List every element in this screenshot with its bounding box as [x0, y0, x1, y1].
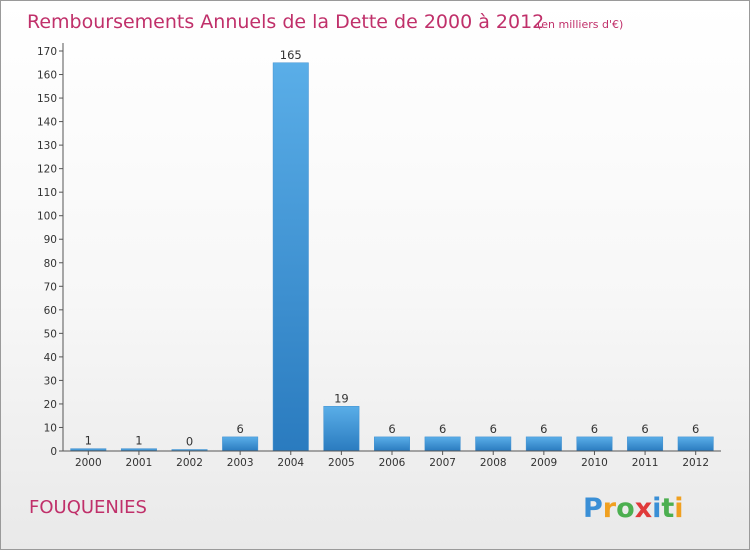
y-tick-label: 90 — [44, 234, 57, 246]
value-label-2002: 0 — [186, 435, 193, 449]
x-tick-label-2005: 2005 — [328, 457, 355, 469]
y-tick-label: 140 — [37, 117, 57, 129]
value-label-2009: 6 — [540, 422, 547, 436]
commune-name: FOUQUENIES — [29, 497, 147, 518]
value-label-2010: 6 — [591, 422, 598, 436]
x-tick-label-2002: 2002 — [176, 457, 203, 469]
x-tick-label-2006: 2006 — [379, 457, 406, 469]
x-tick-label-2000: 2000 — [75, 457, 102, 469]
bar-2012 — [677, 436, 714, 452]
y-tick-label: 160 — [37, 70, 57, 82]
y-tick-label: 0 — [50, 446, 57, 458]
logo-letter: i — [674, 493, 683, 524]
y-tick-label: 120 — [37, 164, 57, 176]
y-tick-label: 10 — [44, 422, 57, 434]
bar-2011 — [627, 436, 664, 452]
bar-2004 — [272, 62, 309, 452]
value-labels-group: 1 1 0 6 165 19 6 6 6 6 6 6 6 — [85, 48, 700, 449]
x-tick-label-2009: 2009 — [530, 457, 557, 469]
chart-unit-note: (en milliers d'€) — [537, 18, 623, 31]
value-label-2006: 6 — [388, 422, 395, 436]
y-tick-label: 130 — [37, 140, 57, 152]
value-label-2003: 6 — [236, 422, 243, 436]
y-axis: 0 10 20 30 40 50 60 70 80 90 100 110 120 130 140 150 160… — [37, 43, 64, 458]
logo-letter: o — [616, 493, 635, 524]
logo-letter: x — [635, 493, 652, 524]
value-label-2012: 6 — [692, 422, 699, 436]
x-tick-label-2004: 2004 — [277, 457, 304, 469]
value-label-2011: 6 — [641, 422, 648, 436]
logo-letter: t — [661, 493, 674, 524]
x-tick-label-2011: 2011 — [632, 457, 659, 469]
y-tick-label: 50 — [44, 328, 57, 340]
y-tick-label: 150 — [37, 93, 57, 105]
logo-letter: r — [603, 493, 617, 524]
value-label-2008: 6 — [490, 422, 497, 436]
x-tick-label-2010: 2010 — [581, 457, 608, 469]
value-label-2000: 1 — [85, 434, 92, 448]
x-tick-label-2001: 2001 — [126, 457, 153, 469]
value-label-2001: 1 — [135, 434, 142, 448]
logo-letter: i — [652, 493, 661, 524]
y-tick-label: 80 — [44, 258, 57, 270]
bar-2007 — [424, 436, 461, 452]
value-label-2005: 19 — [334, 391, 349, 405]
bar-2003 — [222, 436, 259, 452]
y-tick-label: 60 — [44, 305, 57, 317]
y-tick-label: 30 — [44, 375, 57, 387]
x-tick-label-2003: 2003 — [227, 457, 254, 469]
y-tick-label: 40 — [44, 352, 57, 364]
y-tick-label: 20 — [44, 399, 57, 411]
bar-2005 — [323, 406, 360, 452]
x-tick-label-2008: 2008 — [480, 457, 507, 469]
bar-2009 — [525, 436, 562, 452]
bar-2010 — [576, 436, 613, 452]
x-tick-label-2012: 2012 — [682, 457, 709, 469]
value-label-2004: 165 — [280, 48, 302, 62]
x-tick-label-2007: 2007 — [429, 457, 456, 469]
y-tick-label: 110 — [37, 187, 57, 199]
logo-letter: P — [583, 493, 603, 524]
value-label-2007: 6 — [439, 422, 446, 436]
y-tick-label: 170 — [37, 46, 57, 58]
chart-title: Remboursements Annuels de la Dette de 20… — [27, 11, 544, 33]
proxiti-logo: Proxiti — [583, 493, 684, 524]
y-tick-label: 100 — [37, 211, 57, 223]
x-axis: 2000 2001 2002 2003 2004 2005 2006 2007 2008 2009… — [63, 450, 721, 469]
bar-2008 — [475, 436, 512, 452]
bars-group — [70, 62, 714, 452]
bar-2006 — [374, 436, 410, 452]
y-tick-label: 70 — [44, 281, 57, 293]
